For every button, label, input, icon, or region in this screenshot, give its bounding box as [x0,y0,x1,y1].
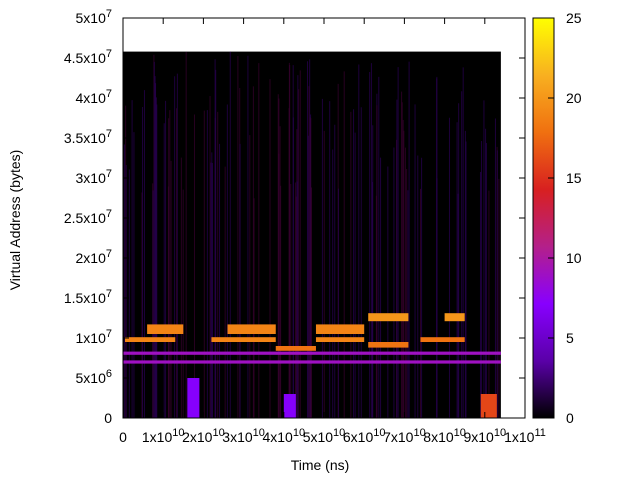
x-tick-label: 8x1010 [423,427,466,445]
y-axis-label: Virtual Address (bytes) [7,150,23,291]
y-tick-label: 4.5x107 [64,48,112,66]
colorbar-tick-label: 15 [566,170,582,186]
heatmap-cell [275,346,316,351]
heatmap-cell [123,351,501,355]
x-tick-label: 0 [119,429,127,445]
y-tick-label: 4x107 [76,88,112,106]
heatmap-cell [227,324,276,334]
heatmap-cell [368,342,409,348]
x-tick-label: 1x1010 [142,427,185,445]
y-tick-label: 1x107 [76,328,112,346]
colorbar-tick-label: 10 [566,250,582,266]
colorbar-tick-label: 25 [566,10,582,26]
x-axis: 0 1x10102x10103x10104x10105x10106x10107x1… [119,18,546,445]
heatmap-cell [283,394,296,418]
x-tick-label: 6x1010 [343,427,386,445]
heatmap-cell [368,313,409,322]
colorbar [532,17,555,419]
y-tick-label: 2.5x107 [64,208,112,226]
y-tick-label: 1.5x107 [64,288,112,306]
y-tick-label: 3x107 [76,168,112,186]
y-axis: 0 5x106 1x107 1.5x107 2x107 2.5x107 3x107 3.5x1… [64,8,525,426]
colorbar-tick-label: 0 [566,410,574,426]
heatmap-cell [420,337,465,342]
heatmap-cell [444,313,465,322]
y-tick-label: 0 [104,410,112,426]
y-tick-label: 5x106 [76,368,112,386]
y-tick-label: 2x107 [76,248,112,266]
x-tick-label: 5x1010 [303,427,346,445]
heatmap-cell [315,324,365,334]
x-axis-label: Time (ns) [291,457,350,473]
heatmap-cell [187,378,200,418]
heatmap-cell [480,394,497,418]
heatmap-layer [122,51,501,418]
heatmap-cell [147,324,184,334]
heatmap-cell [211,337,276,342]
heatmap-cell [315,337,365,342]
colorbar-tick-label: 20 [566,90,582,106]
y-tick-label: 3.5x107 [64,128,112,146]
x-tick-label: 4x1010 [262,427,305,445]
x-tick-label: 9x1010 [463,427,506,445]
heatmap-cell [123,360,501,364]
colorbar-tick-label: 5 [566,330,574,346]
colorbar-axis: 0 5 10 15 20 25 [548,10,582,426]
x-tick-label: 7x1010 [383,427,426,445]
x-tick-label: 3x1010 [222,427,265,445]
x-tick-label: 1x1011 [504,427,546,445]
heatmap-cell [125,337,176,342]
x-tick-label: 2x1010 [182,427,225,445]
y-tick-label: 5x107 [76,8,112,26]
